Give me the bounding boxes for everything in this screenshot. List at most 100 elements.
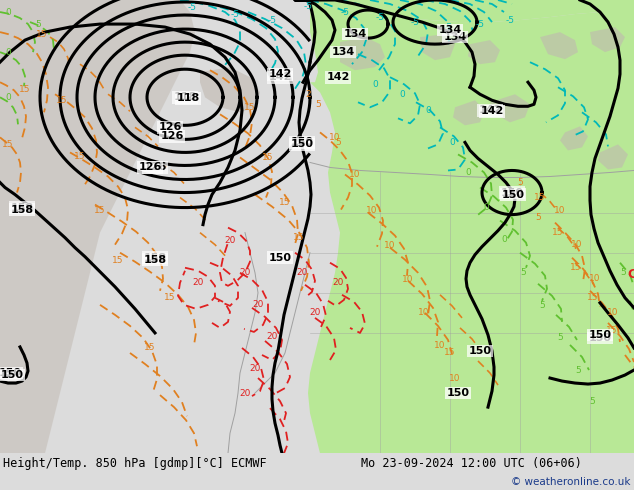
Text: 150: 150 — [0, 368, 22, 378]
Polygon shape — [308, 0, 634, 453]
Text: 20: 20 — [332, 278, 344, 287]
Text: Mo 23-09-2024 12:00 UTC (06+06): Mo 23-09-2024 12:00 UTC (06+06) — [361, 457, 582, 470]
Text: 5: 5 — [535, 213, 541, 222]
Text: 10: 10 — [450, 373, 461, 383]
Text: 10: 10 — [418, 308, 430, 318]
Text: -5: -5 — [410, 18, 420, 26]
Text: 142: 142 — [478, 105, 501, 115]
Text: 15: 15 — [145, 343, 156, 352]
Text: 0: 0 — [399, 90, 405, 99]
Text: 15: 15 — [36, 29, 48, 39]
Text: 15: 15 — [606, 326, 618, 336]
Text: 150: 150 — [290, 139, 313, 149]
Text: 134: 134 — [438, 25, 462, 35]
Text: 0: 0 — [5, 93, 11, 102]
Text: 20: 20 — [239, 389, 250, 397]
Text: 0: 0 — [5, 7, 11, 17]
Text: 10: 10 — [349, 170, 361, 179]
Text: 5: 5 — [539, 301, 545, 310]
Text: 5: 5 — [35, 20, 41, 28]
Text: 142: 142 — [327, 72, 350, 82]
Text: 150: 150 — [501, 190, 524, 199]
Text: 10: 10 — [402, 275, 414, 284]
Text: 20: 20 — [309, 308, 321, 318]
Text: 15: 15 — [552, 228, 564, 237]
Text: 142: 142 — [268, 72, 292, 82]
Text: 15: 15 — [19, 85, 31, 94]
Text: 20: 20 — [266, 332, 278, 342]
Text: 5: 5 — [575, 366, 581, 374]
Polygon shape — [200, 67, 260, 112]
Text: 15: 15 — [74, 152, 86, 161]
Text: 15: 15 — [164, 294, 176, 302]
Text: 20: 20 — [239, 268, 250, 277]
Text: 0: 0 — [449, 138, 455, 147]
Text: 0: 0 — [501, 235, 507, 244]
Polygon shape — [453, 100, 485, 125]
Text: 5: 5 — [557, 333, 563, 343]
Text: 15: 15 — [444, 348, 456, 358]
Text: 158: 158 — [143, 255, 167, 265]
Text: 134: 134 — [443, 32, 467, 42]
Text: 150: 150 — [500, 188, 524, 197]
Text: © weatheronline.co.uk: © weatheronline.co.uk — [512, 477, 631, 487]
Polygon shape — [340, 37, 385, 70]
Text: 150: 150 — [588, 333, 612, 343]
Text: 2: 2 — [305, 90, 311, 99]
Text: 158: 158 — [143, 253, 167, 263]
Text: 20: 20 — [296, 268, 307, 277]
Text: 15: 15 — [94, 206, 106, 215]
Text: 15: 15 — [294, 233, 305, 242]
Text: -5: -5 — [375, 13, 384, 22]
Text: 5: 5 — [520, 268, 526, 277]
Text: 20: 20 — [249, 364, 261, 372]
Text: 0: 0 — [465, 168, 471, 177]
Text: 0: 0 — [483, 203, 489, 212]
Text: 150: 150 — [446, 388, 470, 398]
Text: 5: 5 — [517, 178, 523, 187]
Text: 126: 126 — [138, 163, 162, 172]
Text: 15: 15 — [112, 256, 124, 265]
Text: 0: 0 — [372, 80, 378, 89]
Text: 126: 126 — [158, 122, 182, 132]
Text: 118: 118 — [176, 93, 200, 103]
Text: -5: -5 — [304, 1, 313, 10]
Text: -5: -5 — [340, 7, 349, 17]
Text: 10: 10 — [434, 342, 446, 350]
Text: 0: 0 — [425, 106, 431, 115]
Text: 15: 15 — [262, 153, 274, 162]
Text: 5: 5 — [315, 100, 321, 109]
Polygon shape — [590, 27, 625, 52]
Text: 150: 150 — [290, 137, 313, 147]
Text: -5: -5 — [444, 23, 453, 31]
Text: -5: -5 — [505, 16, 515, 24]
Text: 150: 150 — [1, 370, 23, 380]
Text: 126: 126 — [160, 131, 184, 142]
Text: 150: 150 — [469, 346, 491, 356]
Text: 150: 150 — [269, 253, 292, 263]
Text: 15: 15 — [587, 294, 598, 302]
Text: 15: 15 — [56, 96, 68, 105]
Text: 20: 20 — [224, 236, 236, 245]
Text: 134: 134 — [344, 29, 366, 39]
Polygon shape — [310, 0, 634, 22]
Text: 158: 158 — [10, 205, 34, 215]
Text: -5: -5 — [231, 9, 240, 19]
Text: 10: 10 — [384, 241, 396, 250]
Text: 126: 126 — [143, 163, 167, 172]
Text: 10: 10 — [607, 308, 619, 318]
Text: 15: 15 — [570, 263, 582, 272]
Text: 142: 142 — [481, 106, 503, 116]
Text: 10: 10 — [329, 133, 340, 142]
Text: 15: 15 — [244, 103, 256, 112]
Text: 10: 10 — [571, 240, 583, 249]
Text: -5: -5 — [268, 16, 276, 24]
Text: C: C — [628, 268, 634, 281]
Text: 10: 10 — [366, 206, 378, 215]
Text: 15: 15 — [3, 140, 14, 149]
Text: 20: 20 — [252, 300, 264, 309]
Polygon shape — [420, 34, 455, 60]
Text: 5: 5 — [335, 138, 341, 147]
Text: 5: 5 — [620, 268, 626, 277]
Text: 15: 15 — [279, 198, 291, 207]
